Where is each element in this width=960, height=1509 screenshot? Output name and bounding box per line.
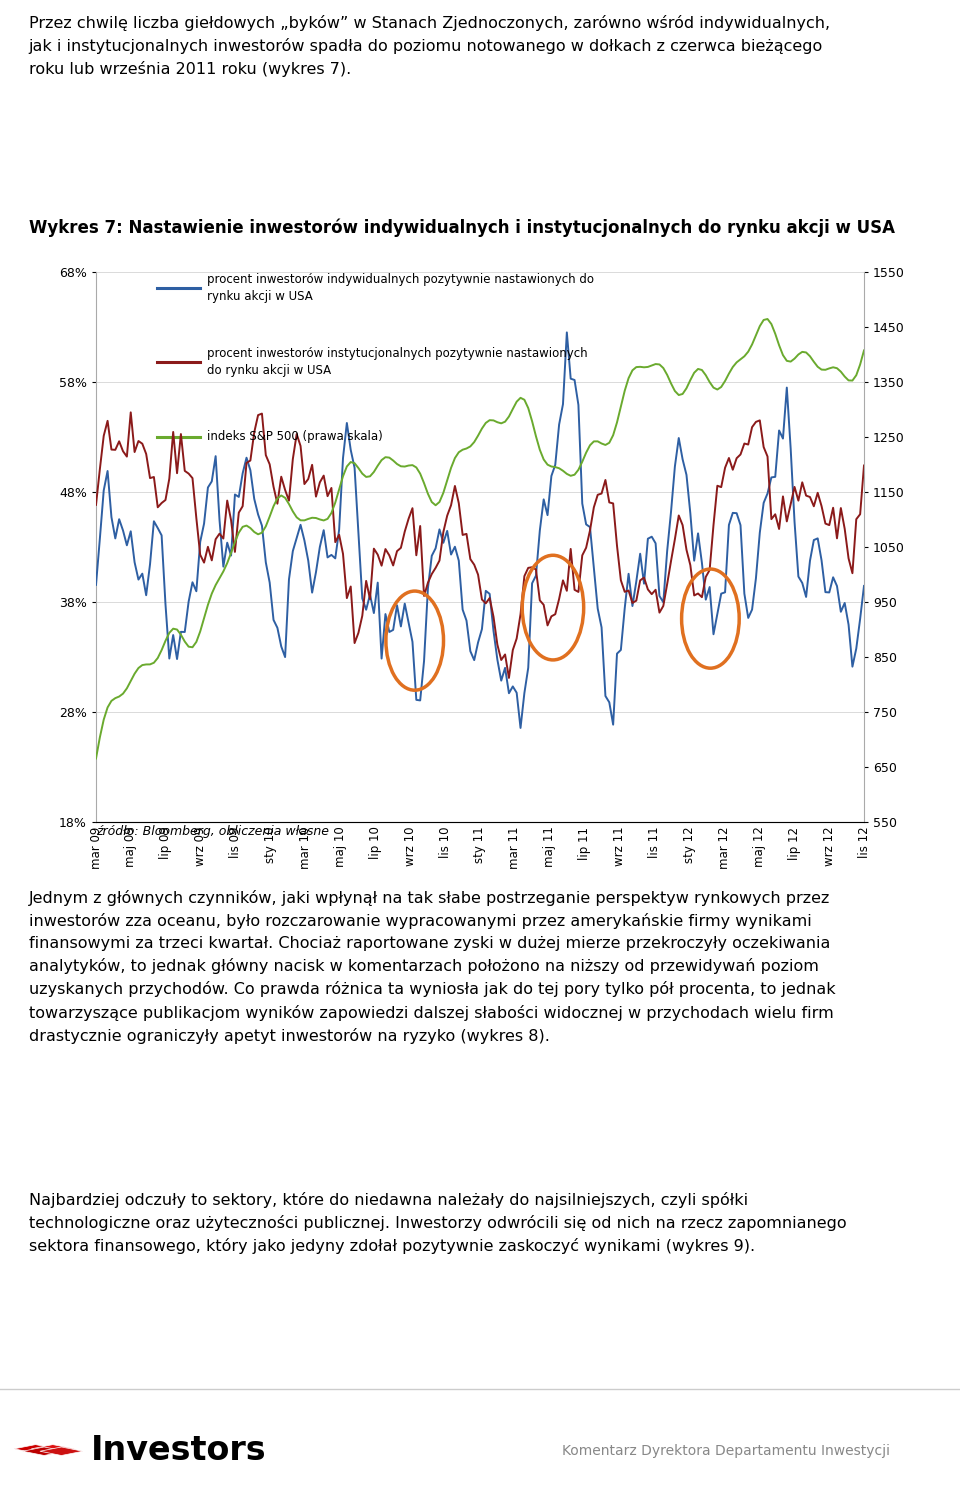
Text: źródło: Bloomberg, obliczenia własne: źródło: Bloomberg, obliczenia własne [96, 825, 329, 839]
Text: Jednym z głównych czynników, jaki wpłynął na tak słabe postrzeganie perspektyw r: Jednym z głównych czynników, jaki wpłyną… [29, 890, 835, 1044]
Polygon shape [32, 1444, 74, 1453]
Polygon shape [40, 1447, 83, 1456]
Text: Komentarz Dyrektora Departamentu Inwestycji: Komentarz Dyrektora Departamentu Inwesty… [562, 1444, 890, 1458]
Text: Wykres 7: Nastawienie inwestorów indywidualnych i instytucjonalnych do rynku akc: Wykres 7: Nastawienie inwestorów indywid… [29, 219, 895, 237]
Text: Przez chwilę liczba giełdowych „byków” w Stanach Zjednoczonych, zarówno wśród in: Przez chwilę liczba giełdowych „byków” w… [29, 15, 830, 77]
Text: Najbardziej odczuły to sektory, które do niedawna należały do najsilniejszych, c: Najbardziej odczuły to sektory, które do… [29, 1192, 847, 1254]
Text: procent inwestorów instytucjonalnych pozytywnie nastawionych
do rynku akcji w US: procent inwestorów instytucjonalnych poz… [207, 347, 588, 377]
Text: procent inwestorów indywidualnych pozytywnie nastawionych do
rynku akcji w USA: procent inwestorów indywidualnych pozyty… [207, 273, 594, 303]
Polygon shape [14, 1444, 57, 1453]
Text: Investors: Investors [91, 1434, 267, 1467]
Polygon shape [23, 1447, 65, 1456]
Text: indeks S&P 500 (prawa skala): indeks S&P 500 (prawa skala) [207, 430, 383, 444]
